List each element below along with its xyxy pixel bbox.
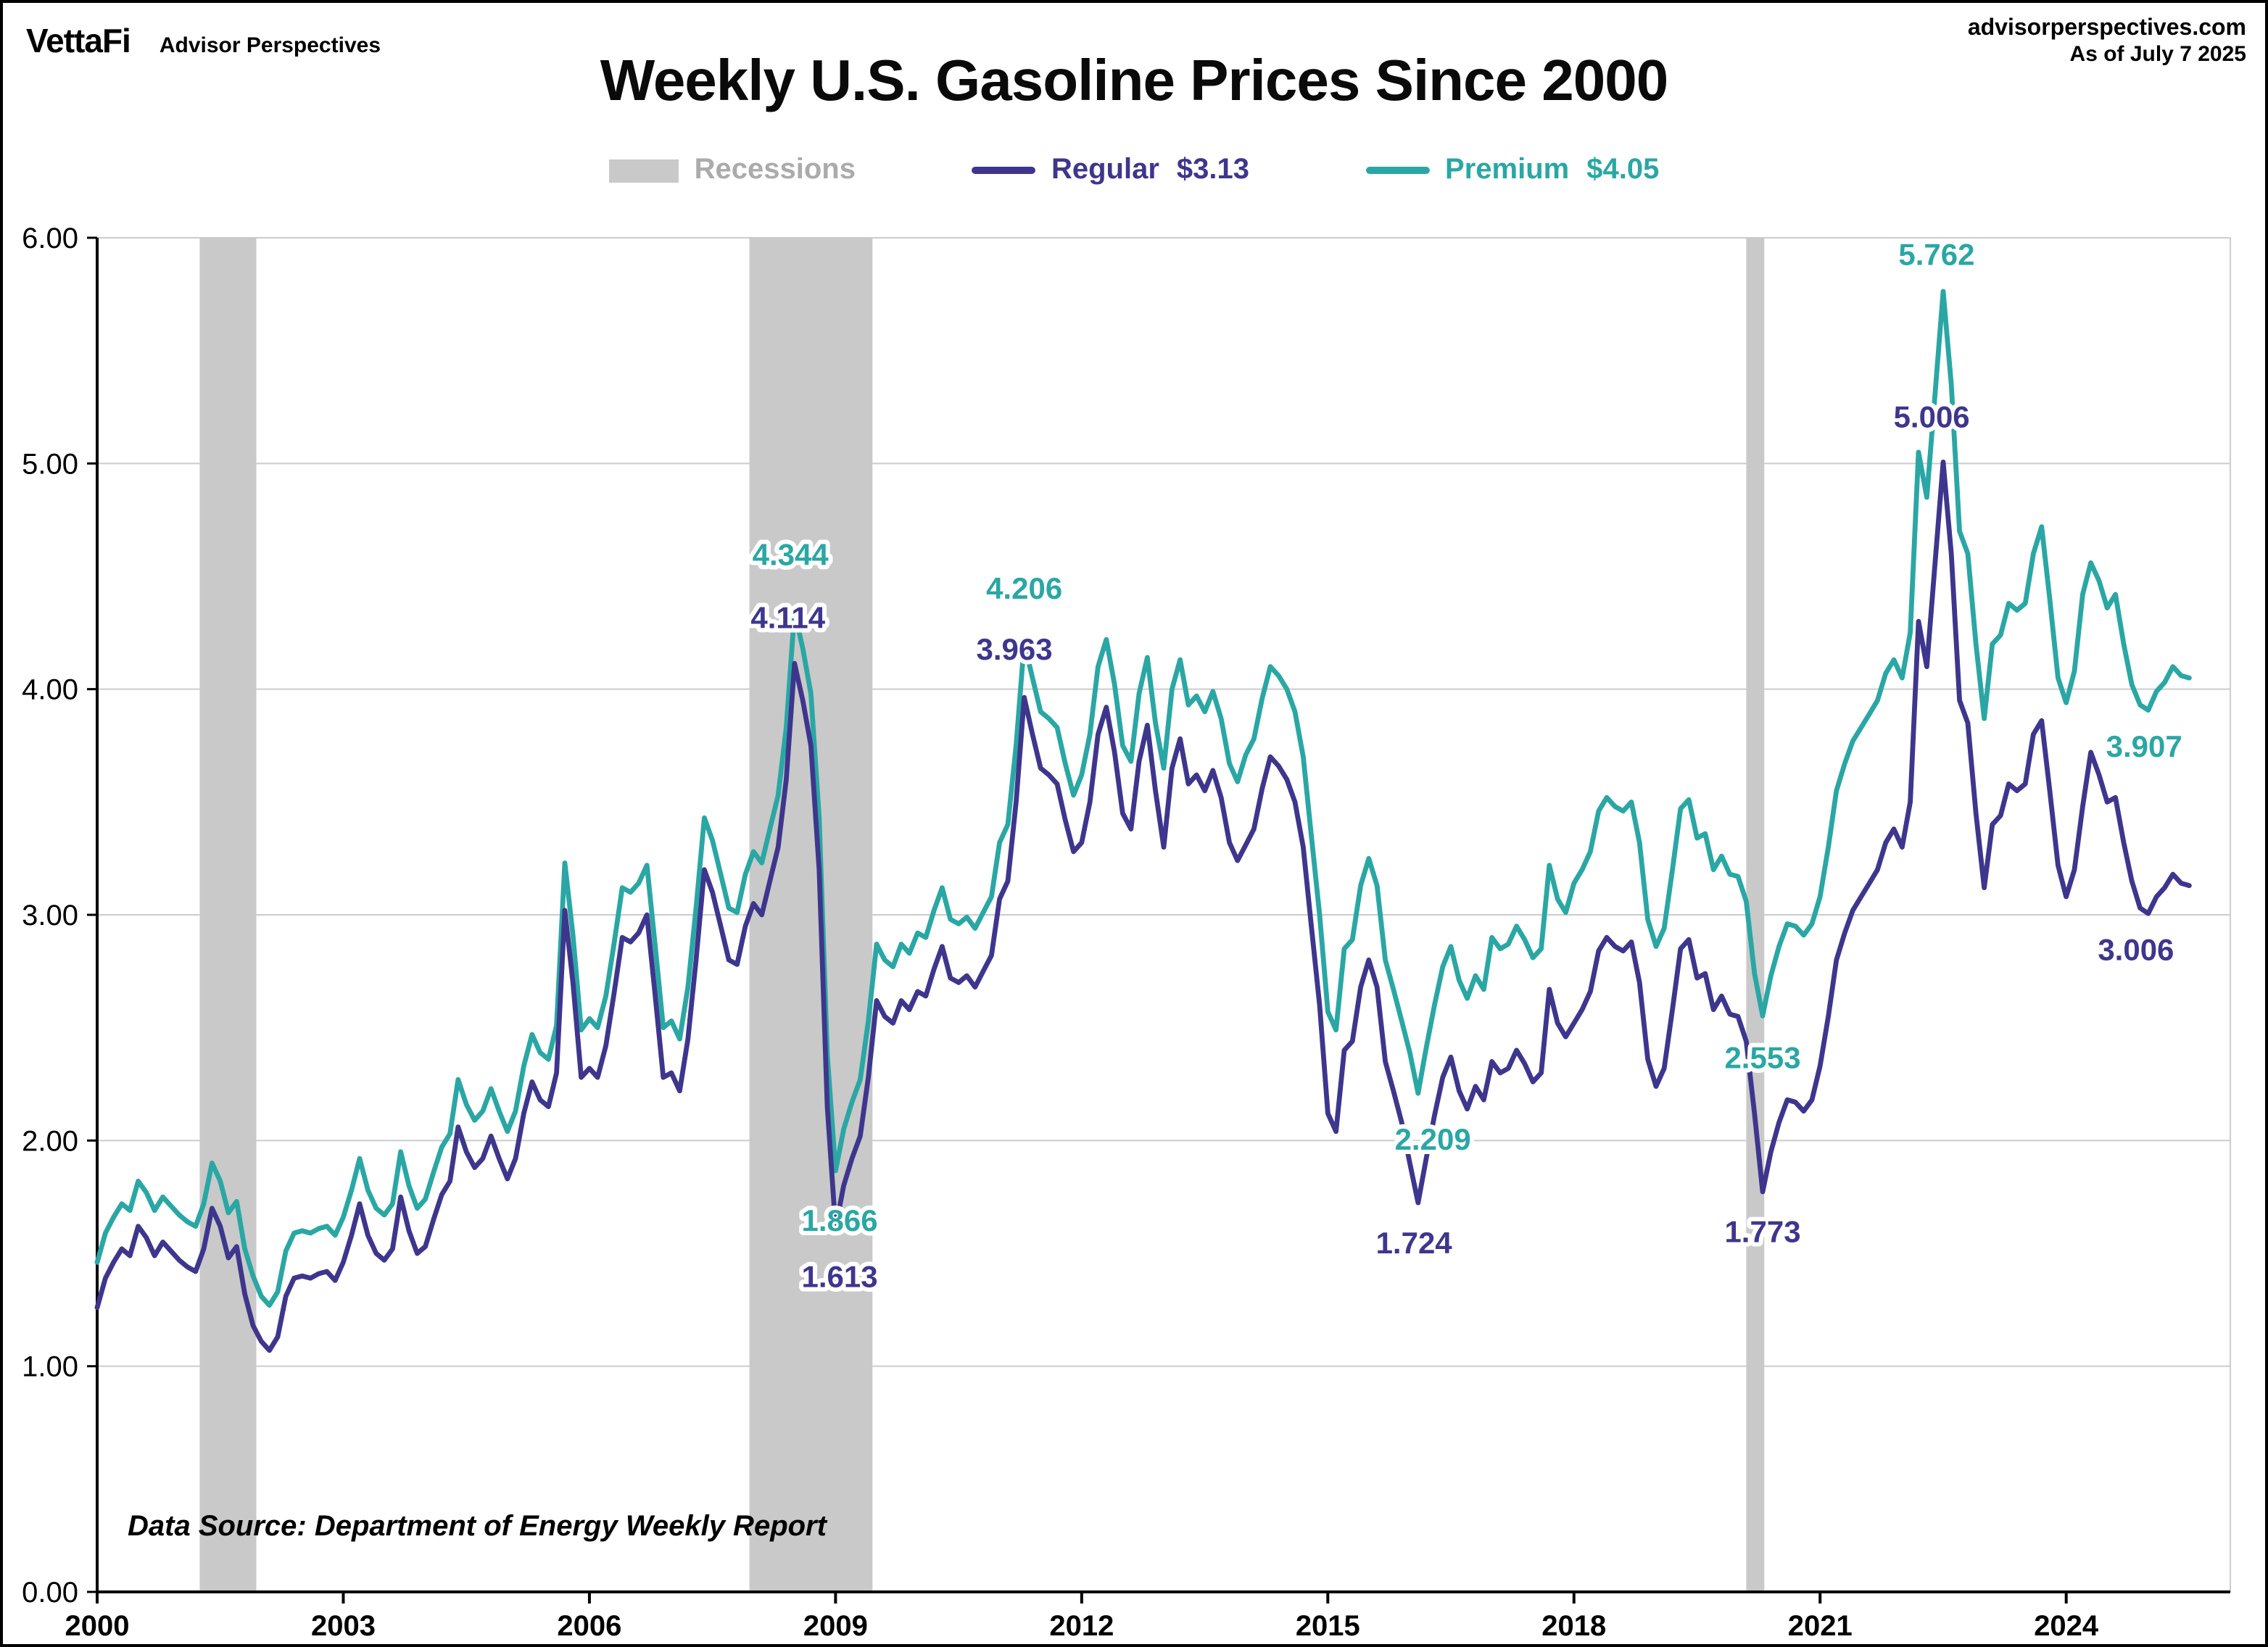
recessions-label: Recessions xyxy=(694,154,856,186)
site-url: advisorperspectives.com xyxy=(1967,16,2246,41)
header: VettaFi Advisor Perspectives xyxy=(26,22,381,61)
premium-series-line xyxy=(94,289,2192,1308)
regular-latest-value: $3.13 xyxy=(1176,154,1250,186)
x-axis-label: 2024 xyxy=(2034,1610,2099,1642)
annotation-2.553: 2.553 xyxy=(1724,1041,1800,1075)
recession-band xyxy=(749,238,873,1592)
premium-line-swatch xyxy=(1365,167,1430,174)
annotation-1.724: 1.724 xyxy=(1376,1226,1453,1260)
y-axis-label: 6.00 xyxy=(22,223,78,254)
premium-label-text: Premium xyxy=(1445,154,1570,186)
x-axis-label: 2000 xyxy=(65,1610,130,1642)
annotation-3.907: 3.907 xyxy=(2106,729,2182,763)
gasoline-price-chart: 0.00 1.00 2.00 3.00 4.00 5.00 6.00 2000 2003 2006… xyxy=(22,223,2231,1642)
premium-latest-value: $4.05 xyxy=(1586,154,1660,186)
y-axis-label: 2.00 xyxy=(22,1125,78,1157)
x-axis-label: 2009 xyxy=(803,1610,868,1642)
recession-swatch xyxy=(608,159,679,182)
y-axis-label: 0.00 xyxy=(22,1577,78,1609)
annotation-4.114: 4.114 xyxy=(750,601,825,635)
x-axis-label: 2021 xyxy=(1788,1610,1853,1642)
annotation-5.762: 5.762 xyxy=(1898,237,1974,271)
vettafi-logo: VettaFi xyxy=(26,22,131,59)
y-axis-label: 4.00 xyxy=(22,674,78,706)
premium-label: Premium $4.05 xyxy=(1445,154,1659,187)
page-title: Weekly U.S. Gasoline Prices Since 2000 xyxy=(600,49,1668,113)
x-axis-label: 2015 xyxy=(1296,1610,1360,1642)
annotation-5.006: 5.006 xyxy=(1894,400,1970,434)
legend-item-premium: Premium $4.05 xyxy=(1365,154,1659,187)
legend-item-regular: Regular $3.13 xyxy=(971,154,1249,187)
recession-band xyxy=(199,238,257,1592)
annotation-4.344: 4.344 xyxy=(753,537,829,571)
legend-item-recessions: Recessions xyxy=(608,154,856,187)
annotation-1.613: 1.613 xyxy=(801,1260,877,1294)
x-axis-label: 2018 xyxy=(1541,1610,1606,1642)
chart-legend: Recessions Regular $3.13 Premium $4.05 xyxy=(3,154,2265,187)
x-axis-label: 2012 xyxy=(1049,1610,1114,1642)
regular-line-swatch xyxy=(971,167,1035,174)
y-axis-label: 1.00 xyxy=(22,1351,78,1383)
annotation-1.866: 1.866 xyxy=(801,1203,877,1237)
y-axis-label: 3.00 xyxy=(22,900,78,932)
annotation-3.006: 3.006 xyxy=(2098,932,2174,966)
regular-label: Regular $3.13 xyxy=(1051,154,1249,187)
annotation-2.209: 2.209 xyxy=(1395,1122,1471,1156)
logo-subtitle: Advisor Perspectives xyxy=(159,33,381,58)
as-of-date: As of July 7 2025 xyxy=(2069,42,2246,67)
annotation-1.773: 1.773 xyxy=(1724,1214,1800,1248)
x-axis-label: 2003 xyxy=(311,1610,376,1642)
annotation-4.206: 4.206 xyxy=(986,571,1062,605)
source-block: advisorperspectives.com As of July 7 202… xyxy=(1968,16,2246,67)
annotation-3.963: 3.963 xyxy=(977,632,1053,666)
x-axis-label: 2006 xyxy=(557,1610,621,1642)
y-axis-label: 5.00 xyxy=(22,448,78,480)
regular-label-text: Regular xyxy=(1051,154,1159,186)
regular-series-line xyxy=(94,460,2192,1353)
data-source-note: Data Source: Department of Energy Weekly… xyxy=(128,1511,827,1543)
